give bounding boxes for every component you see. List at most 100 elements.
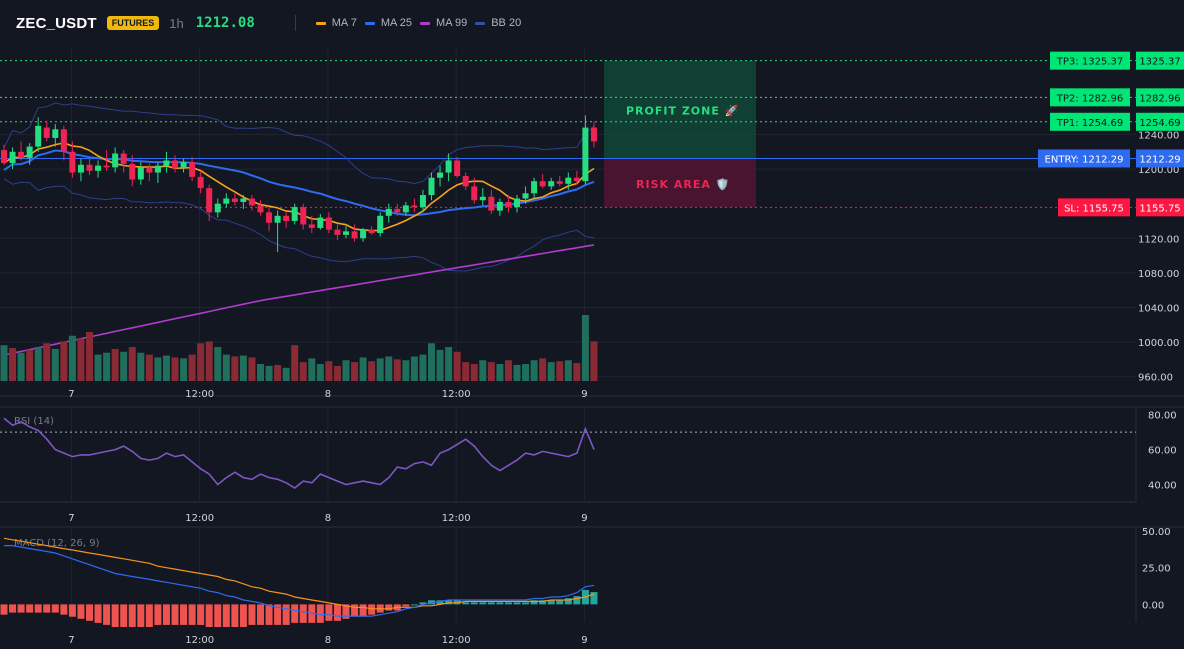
legend-label: BB 20: [491, 17, 522, 29]
macd-x-tick-label: 12:00: [185, 635, 214, 646]
macd-histogram-bar: [359, 604, 367, 617]
macd-signal-line: [3, 537, 595, 610]
last-price: 1212.08: [195, 15, 255, 31]
macd-histogram-bar: [180, 604, 188, 625]
macd-histogram-bar: [231, 604, 239, 627]
volume-bar: [573, 363, 581, 381]
volume-bar: [590, 341, 598, 381]
price-axis-tick-label: 1040.00: [1138, 303, 1179, 314]
volume-bar: [68, 335, 76, 381]
bollinger-bands: [3, 102, 595, 272]
volume-bar: [539, 358, 547, 381]
price-axis-tick-label: 1080.00: [1138, 269, 1179, 280]
candle-body: [35, 125, 42, 147]
macd-histogram-bar: [60, 604, 68, 615]
candle-body: [86, 164, 93, 171]
candle-body: [496, 201, 503, 211]
candle-body: [154, 165, 161, 173]
macd-histogram-bar: [120, 604, 128, 627]
macd-histogram-bar: [419, 602, 427, 605]
level-price-tp2-value: 1282.96: [1139, 93, 1180, 104]
volume-bar: [299, 362, 307, 381]
rsi-axis-tick-label: 80.00: [1148, 411, 1177, 422]
volume-bar: [556, 361, 564, 381]
macd-x-tick-label: 7: [68, 635, 74, 646]
candle-body: [445, 160, 452, 173]
candle-body: [257, 205, 264, 213]
legend-item-ma-99[interactable]: MA 99: [420, 17, 467, 29]
candle-body: [1, 150, 7, 164]
volume-bar: [94, 354, 102, 381]
ma99-line: [3, 244, 595, 356]
level-tag-tp3-label: TP3: 1325.37: [1056, 57, 1123, 68]
volume-bar: [402, 360, 410, 381]
macd-histogram-bar: [214, 604, 222, 627]
macd-histogram-bar: [402, 604, 410, 607]
legend-item-ma-7[interactable]: MA 7: [315, 17, 357, 29]
candle-body: [531, 181, 538, 194]
price-axis-tick-label: 1200.00: [1138, 165, 1179, 176]
candle-body: [26, 146, 33, 158]
volume-bar: [376, 358, 384, 381]
candle-body: [573, 177, 580, 182]
rsi-axis-tick-label: 60.00: [1148, 446, 1177, 457]
volume-bar: [368, 361, 376, 381]
candle-body: [274, 215, 281, 223]
macd-histogram-bar: [539, 600, 547, 605]
candle-body: [325, 217, 332, 230]
volume-bar: [428, 343, 435, 381]
candle-body: [394, 208, 401, 213]
volume-bar: [180, 358, 188, 381]
candle-body: [334, 229, 341, 235]
candle-body: [291, 207, 298, 221]
candle-body: [556, 181, 563, 184]
rsi-axis-tick-label: 40.00: [1148, 481, 1177, 492]
rsi-x-tick-label: 12:00: [442, 513, 471, 524]
candle-body: [60, 129, 67, 152]
candle-body: [402, 205, 409, 213]
volume-bar: [436, 349, 444, 381]
legend-item-ma-25[interactable]: MA 25: [364, 17, 412, 29]
volume-bar: [103, 352, 111, 381]
legend-swatch: [420, 21, 431, 25]
candle-body: [52, 129, 59, 138]
legend-item-bb-20[interactable]: BB 20: [475, 17, 521, 29]
volume-bar: [504, 360, 512, 381]
macd-histogram-bar: [504, 602, 512, 605]
timeframe-label[interactable]: 1h: [169, 15, 184, 31]
macd-histogram-bar: [239, 604, 247, 627]
macd-histogram-bar: [257, 604, 264, 625]
macd-histogram-bar: [410, 604, 418, 606]
volume-bar: [205, 341, 213, 381]
volume-bar: [487, 362, 495, 381]
volume-bar: [419, 354, 427, 381]
candle-body: [317, 217, 324, 228]
macd-histogram-bar: [188, 604, 196, 625]
candle-body: [300, 207, 307, 225]
volume-bar: [9, 348, 17, 381]
macd-line: [4, 545, 595, 617]
macd-histogram-bar: [248, 604, 256, 625]
macd-axis-tick-label: 25.00: [1142, 564, 1171, 575]
legend-swatch: [315, 21, 326, 25]
macd-x-tick-label: 9: [581, 635, 587, 646]
rsi-x-tick-label: 7: [68, 513, 74, 524]
candle-body: [582, 127, 589, 182]
volume-bar: [257, 364, 264, 381]
candle-body: [462, 176, 469, 187]
symbol-name[interactable]: ZEC_USDT: [16, 14, 97, 32]
volume-bar: [351, 362, 359, 381]
volume-bar: [34, 347, 42, 381]
volume-bar: [453, 351, 461, 381]
profit-zone-label: PROFIT ZONE 🚀: [626, 105, 739, 118]
macd-histogram-bar: [573, 596, 581, 605]
macd-histogram-bar: [282, 604, 290, 625]
volume-bar: [274, 364, 282, 381]
level-tag-tp3-box: [1050, 51, 1130, 70]
volume-bar: [128, 347, 136, 381]
volume-bar: [137, 352, 145, 381]
rsi-x-tick-label: 9: [581, 513, 587, 524]
candle-body: [283, 215, 290, 221]
candle-body: [231, 198, 238, 202]
